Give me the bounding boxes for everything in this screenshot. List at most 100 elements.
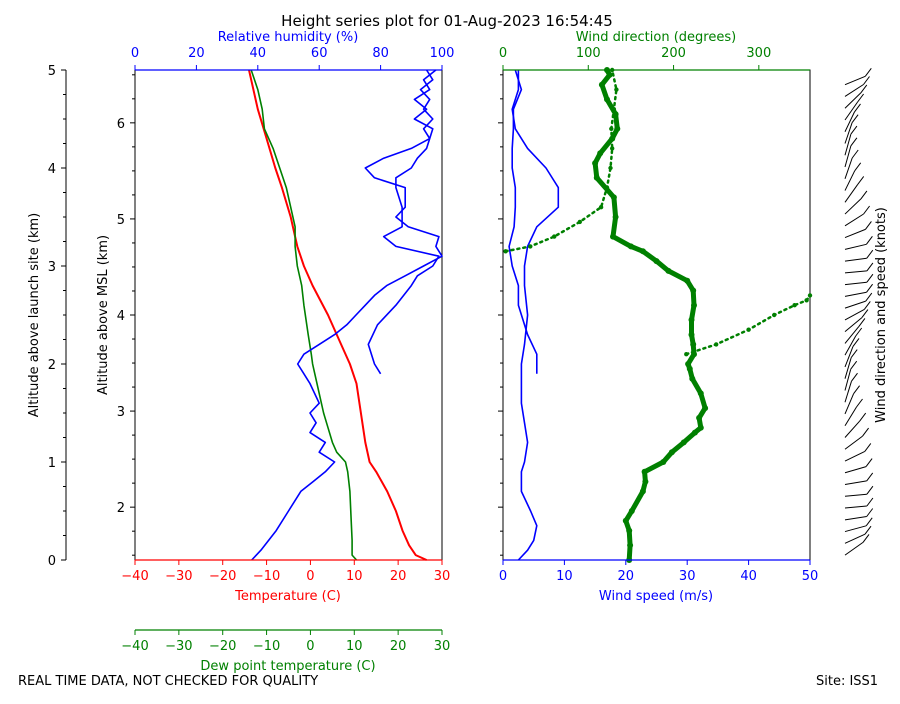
wind-dir-point: [593, 174, 600, 181]
wind-barb-flag: [860, 190, 868, 200]
wind-dir-point: [614, 87, 619, 92]
y-msl-tick-label: 6: [117, 117, 125, 132]
x-temp-label: Temperature (C): [234, 589, 341, 604]
wind-barbs-group: [844, 68, 874, 556]
wind-dir-point: [668, 449, 675, 456]
x-speed-tick-label: 0: [499, 569, 507, 584]
wind-barb-flag: [866, 497, 874, 507]
wind-barb-shaft: [844, 533, 866, 544]
wind-barb-flag: [866, 236, 873, 245]
thermo-series-1: [250, 69, 358, 561]
wind-barb-shaft: [844, 92, 862, 109]
wind-barb-shaft: [844, 243, 867, 250]
wind-barb-flag: [866, 249, 874, 259]
wind-barb-flag: [850, 137, 858, 147]
wind-dir-point: [611, 107, 617, 112]
wind-panel-frame: [502, 69, 811, 561]
wind-barb-flag: [865, 458, 873, 467]
wind-barb-shaft: [844, 281, 867, 286]
x-dew-tick-label: −20: [209, 639, 236, 654]
x-rh-label: Relative humidity (%): [218, 30, 359, 45]
wind-barb-shaft: [844, 198, 862, 215]
y-launch-tick-label: 2: [48, 358, 56, 373]
x-dew-tick-label: 20: [390, 639, 407, 654]
y-launch-label: Altitude above launch site (km): [27, 213, 42, 417]
x-temp-tick-label: 0: [306, 569, 314, 584]
x-speed-tick-label: 40: [740, 569, 757, 584]
wind-dir-point: [641, 468, 648, 475]
wind-dir-point: [697, 390, 704, 397]
wind-dir-point: [642, 478, 649, 485]
x-rh-tick-label: 60: [311, 46, 328, 61]
wind-dir-point: [503, 249, 508, 254]
wind-dir-point: [660, 459, 667, 465]
x-dew-tick-label: −30: [165, 639, 192, 654]
wind-dir-point: [610, 194, 617, 201]
wind-barb-flag: [866, 508, 874, 517]
wind-barb-shaft: [844, 516, 867, 521]
wind-barb-shaft: [844, 541, 864, 556]
wind-barb-shaft: [844, 369, 852, 391]
wind-dir-point: [684, 277, 691, 284]
wind-dir-point: [626, 527, 633, 534]
wind-speed-series-0: [511, 70, 560, 561]
wind-barb-shaft: [844, 381, 852, 403]
wind-barb-shaft: [844, 505, 867, 509]
wind-dir-point: [612, 214, 619, 220]
wind-dir-series-2: [592, 67, 708, 563]
wind-barb-flag: [864, 68, 872, 77]
wind-dir-point: [606, 71, 613, 78]
wind-barb-flag: [855, 327, 863, 337]
wind-dir-point: [604, 185, 610, 190]
wind-dir-point: [609, 126, 614, 131]
wind-barb-flag: [864, 525, 872, 535]
wind-barb-flag: [850, 360, 858, 370]
wind-dir-point: [697, 424, 704, 431]
wind-barb-flag: [859, 412, 867, 422]
x-speed-label: Wind speed (m/s): [599, 589, 713, 604]
x-speed-tick-label: 20: [618, 569, 635, 584]
y-msl-tick-label: 2: [117, 501, 125, 516]
wind-barb-shaft: [844, 133, 852, 156]
wind-barb-flag: [861, 309, 869, 318]
wind-barb-shaft: [844, 170, 856, 191]
wind-barb-flag: [856, 398, 863, 408]
wind-barb-shaft: [844, 300, 866, 309]
wind-dir-point: [688, 316, 695, 323]
wind-dir-point: [702, 405, 709, 412]
wind-barb-shaft: [844, 157, 853, 179]
wind-dir-point: [696, 414, 703, 421]
x-temp-tick-label: 10: [346, 569, 363, 584]
wind-barb-shaft: [844, 75, 866, 86]
wind-dir-point: [691, 302, 697, 309]
wind-dir-point: [690, 287, 697, 294]
wind-dir-series-3: [685, 294, 812, 356]
wind-dir-point: [608, 165, 613, 171]
barb-label: Wind direction and speed (knots): [874, 207, 889, 423]
wind-dir-point: [627, 542, 634, 549]
wind-barb-flag: [857, 176, 865, 185]
x-rh-tick-label: 80: [372, 46, 389, 61]
wind-dir-point: [807, 293, 813, 298]
y-launch-tick-label: 3: [48, 260, 56, 275]
wind-dir-point: [639, 488, 646, 495]
wind-barb-flag: [862, 534, 870, 543]
x-dew-tick-label: 30: [434, 639, 451, 654]
wind-barb-flag: [858, 318, 866, 327]
wind-barb-shaft: [844, 335, 857, 356]
wind-barb-shaft: [844, 393, 855, 415]
wind-series-group: [503, 67, 813, 563]
wind-barb-shaft: [844, 228, 866, 239]
wind-barb-shaft: [844, 450, 866, 462]
thermo-series-group: [248, 69, 443, 561]
x-speed-tick-label: 50: [802, 569, 819, 584]
wind-barb-shaft: [844, 257, 867, 262]
wind-barb-flag: [854, 162, 862, 172]
wind-barb-flag: [865, 517, 873, 527]
wind-barb-flag: [854, 103, 861, 113]
wind-dir-point: [552, 234, 557, 239]
wind-barb-flag: [866, 273, 874, 283]
wind-barb-flag: [863, 301, 871, 310]
wind-barb-shaft: [844, 145, 852, 168]
x-temp-tick-label: −10: [253, 569, 280, 584]
